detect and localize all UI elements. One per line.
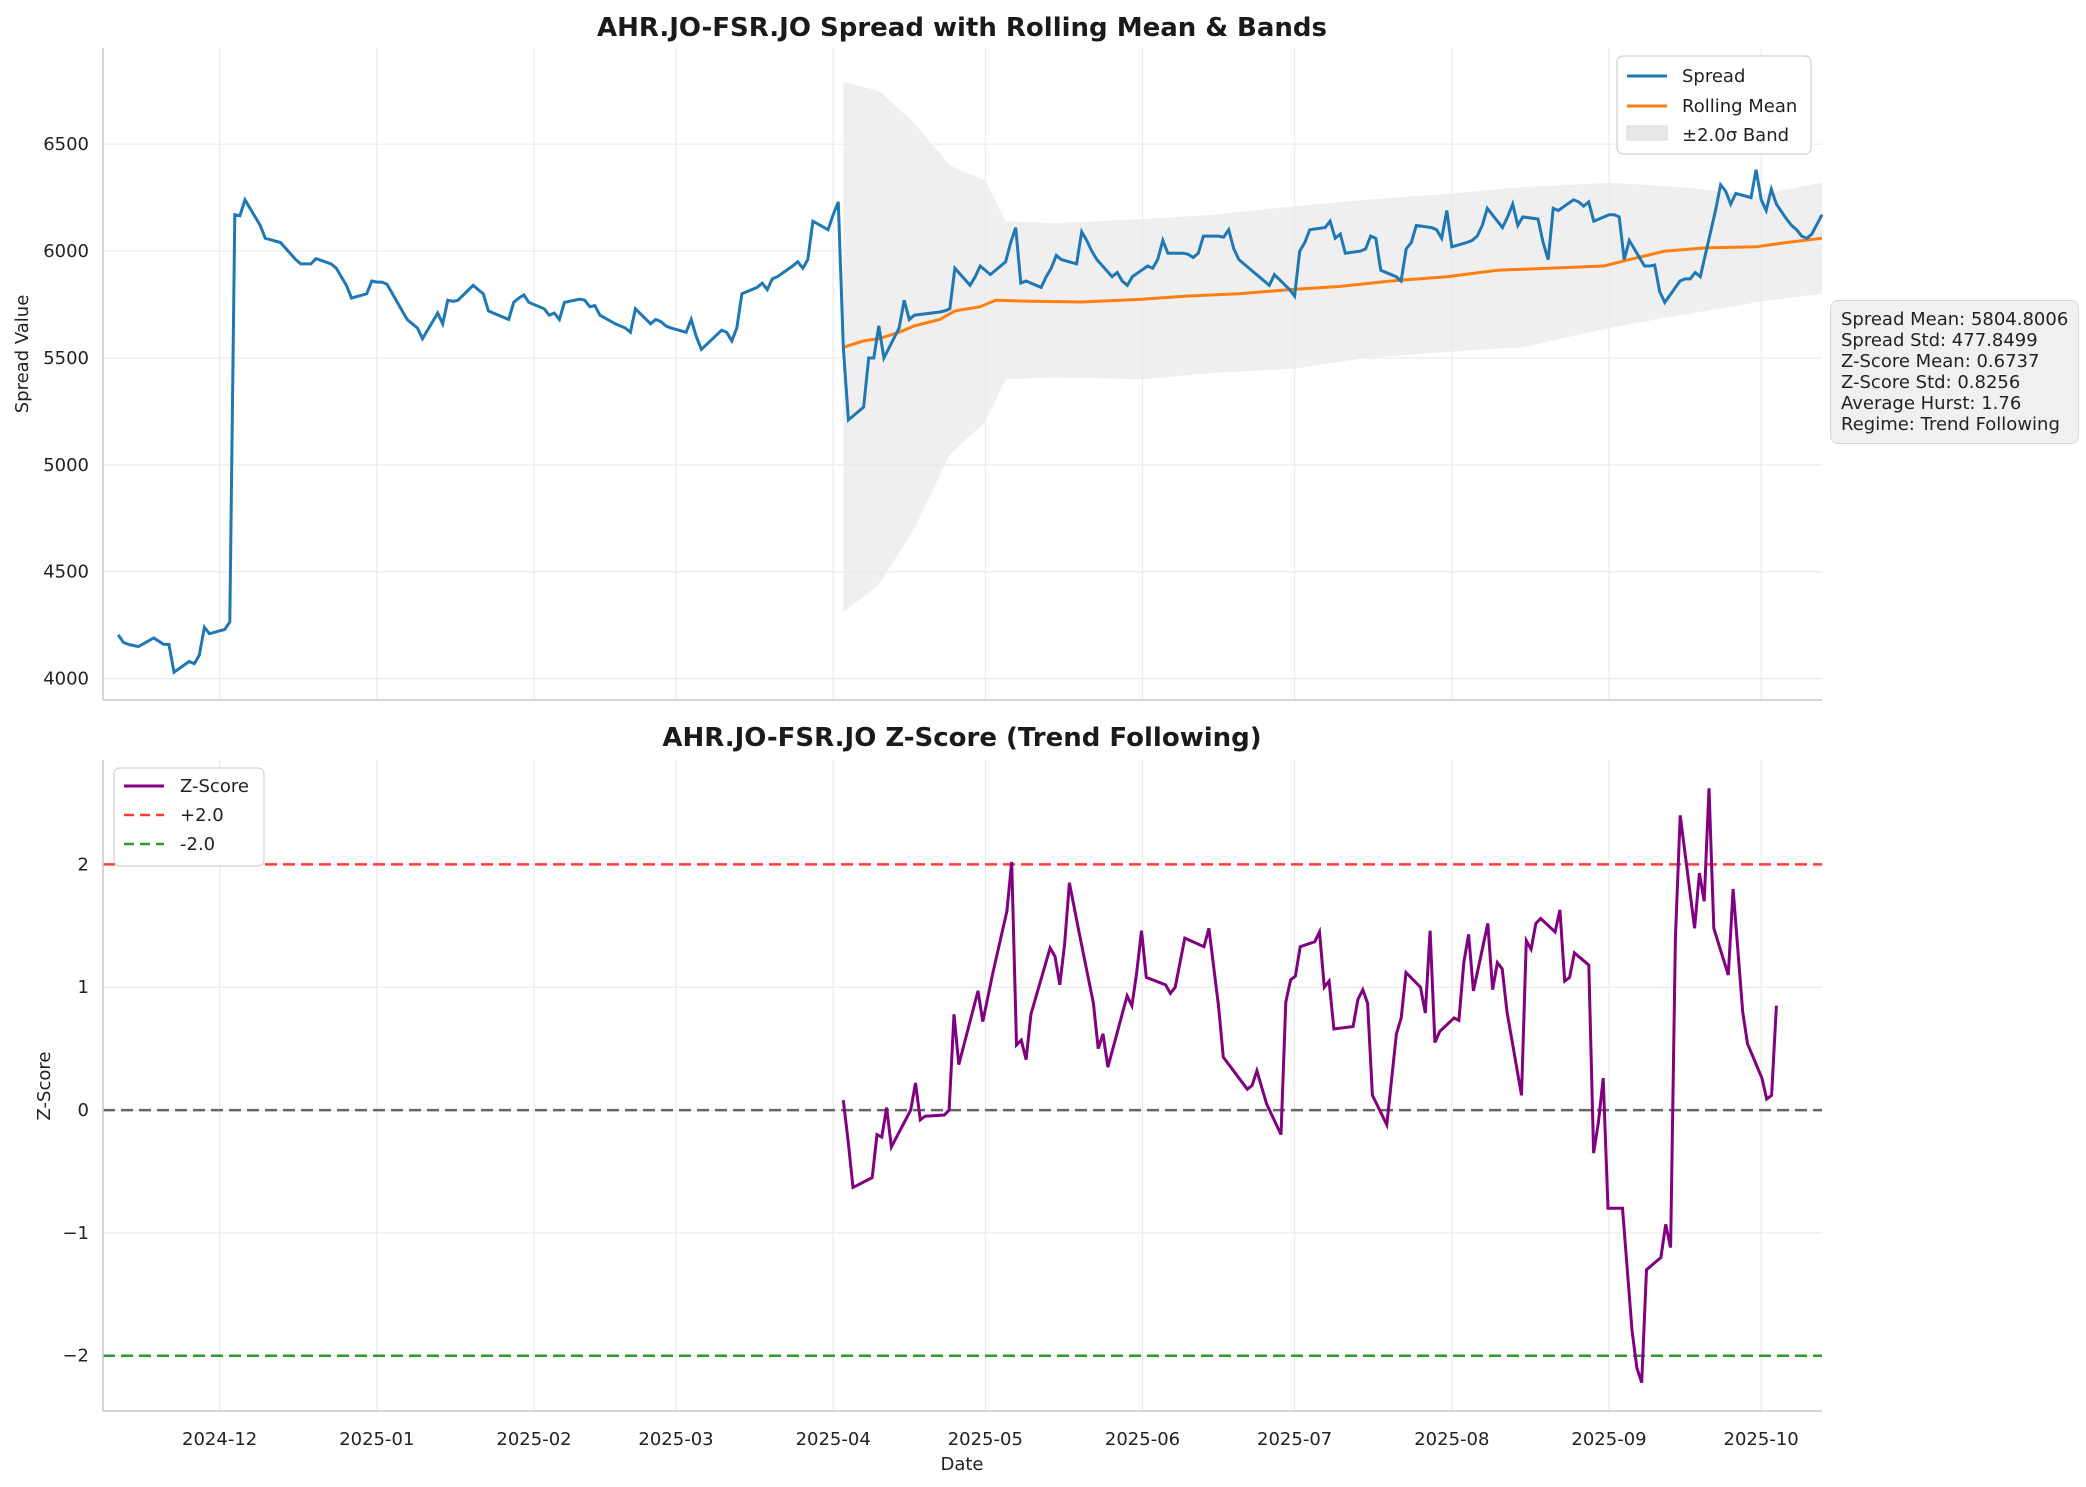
- spread-grid: [103, 48, 1822, 700]
- x-axis-label: Date: [940, 1454, 983, 1475]
- zscore-grid: [103, 760, 1822, 1411]
- x-tick-label: 2025-03: [638, 1429, 713, 1450]
- zscore-legend: Z-Score +2.0 -2.0: [113, 767, 265, 867]
- stat-regime: Regime: Trend Following: [1841, 414, 2060, 435]
- spread-y-tick-label: 6000: [43, 241, 89, 262]
- x-tick-label: 2025-09: [1571, 1429, 1646, 1450]
- x-tick-label: 2025-04: [796, 1429, 871, 1450]
- stats-box: Spread Mean: 5804.8006 Spread Std: 477.84…: [1830, 300, 2080, 444]
- spread-y-tick-label: 4500: [43, 562, 89, 583]
- legend-lower-label: -2.0: [180, 834, 215, 855]
- spread-line: [116, 169, 1824, 675]
- legend-rolling-label: Rolling Mean: [1682, 96, 1797, 117]
- x-tick-label: 2025-10: [1724, 1429, 1799, 1450]
- spread-y-ticks: 4000 4500 5000 5500 6000 6500: [43, 134, 89, 689]
- x-tick-label: 2025-07: [1257, 1429, 1332, 1450]
- legend-zscore-label: Z-Score: [180, 776, 249, 797]
- zscore-chart: AHR.JO-FSR.JO Z-Score (Trend Following) …: [34, 723, 1822, 1475]
- x-tick-label: 2025-06: [1105, 1429, 1180, 1450]
- legend-band-swatch: [1626, 125, 1668, 141]
- stat-spread-std: Spread Std: 477.8499: [1841, 330, 2038, 351]
- zscore-chart-title: AHR.JO-FSR.JO Z-Score (Trend Following): [662, 723, 1261, 753]
- zscore-y-tick-label: 0: [78, 1100, 89, 1121]
- zscore-line: [841, 788, 1778, 1384]
- spread-axes: [102, 48, 1822, 701]
- spread-chart: AHR.JO-FSR.JO Spread with Rolling Mean &…: [12, 13, 1824, 701]
- zscore-legend-frame: [113, 767, 265, 867]
- x-tick-label: 2025-05: [948, 1429, 1023, 1450]
- x-tick-label: 2025-02: [496, 1429, 571, 1450]
- spread-y-tick-label: 5500: [43, 348, 89, 369]
- zscore-y-label: Z-Score: [34, 1052, 55, 1121]
- zscore-y-tick-label: 1: [78, 977, 89, 998]
- zscore-y-ticks: −2 −1 0 1 2: [62, 854, 89, 1366]
- zscore-reference-lines: [103, 863, 1822, 1357]
- spread-y-tick-label: 4000: [43, 669, 89, 690]
- rolling-mean-line: [842, 236, 1823, 349]
- band-area: [843, 82, 1822, 613]
- spread-y-tick-label: 6500: [43, 134, 89, 155]
- stat-z-mean: Z-Score Mean: 0.6737: [1841, 351, 2040, 372]
- spread-legend: Spread Rolling Mean ±2.0σ Band: [1616, 55, 1812, 155]
- zscore-axes: [102, 760, 1822, 1412]
- legend-upper-label: +2.0: [180, 805, 224, 826]
- x-tick-label: 2025-01: [339, 1429, 414, 1450]
- spread-y-tick-label: 5000: [43, 455, 89, 476]
- stat-hurst: Average Hurst: 1.76: [1841, 393, 2022, 414]
- zscore-y-tick-label: −2: [62, 1346, 89, 1367]
- x-tick-label: 2025-08: [1414, 1429, 1489, 1450]
- zscore-y-tick-label: −1: [62, 1223, 89, 1244]
- legend-spread-label: Spread: [1682, 66, 1745, 87]
- zscore-y-tick-label: 2: [78, 854, 89, 875]
- legend-band-label: ±2.0σ Band: [1682, 125, 1789, 146]
- spread-y-label: Spread Value: [12, 295, 33, 414]
- stat-spread-mean: Spread Mean: 5804.8006: [1841, 309, 2069, 330]
- stat-z-std: Z-Score Std: 0.8256: [1841, 372, 2021, 393]
- date-x-ticks: 2024-12 2025-01 2025-02 2025-03 2025-04 2025-…: [182, 1429, 1799, 1450]
- x-tick-label: 2024-12: [182, 1429, 257, 1450]
- spread-chart-title: AHR.JO-FSR.JO Spread with Rolling Mean &…: [597, 13, 1327, 43]
